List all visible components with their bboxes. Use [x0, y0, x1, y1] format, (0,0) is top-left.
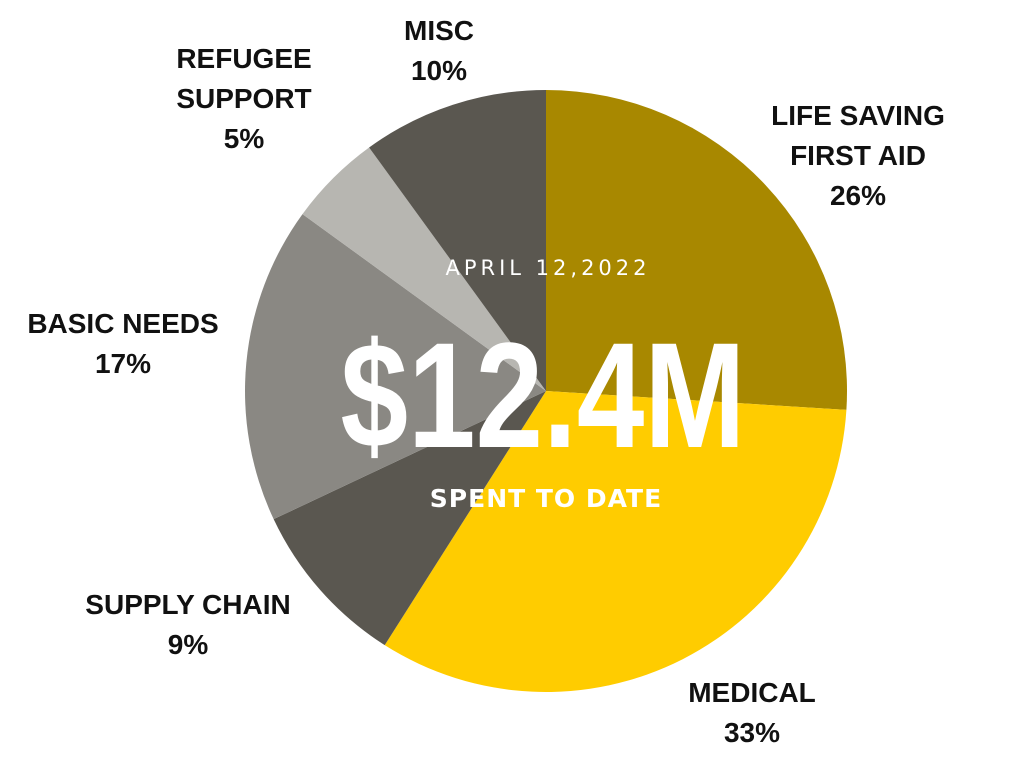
pie-slices	[245, 90, 848, 692]
slice-medical	[384, 391, 847, 692]
label-medical: MEDICAL 33%	[688, 677, 816, 748]
center-amount: $12.4M	[341, 311, 746, 479]
label-supply-chain: SUPPLY CHAIN 9%	[85, 589, 290, 660]
label-misc: MISC 10%	[404, 15, 474, 86]
label-refugee-support: REFUGEE SUPPORT 5%	[176, 43, 311, 154]
label-life-saving-first-aid: LIFE SAVING FIRST AID 26%	[771, 100, 945, 211]
slice-supply-chain	[273, 391, 546, 646]
slice-misc	[369, 90, 546, 391]
center-date: APRIL 12,2022	[445, 256, 650, 280]
slice-refugee-support	[302, 147, 546, 391]
slice-labels: LIFE SAVING FIRST AID 26% MEDICAL 33% SUPPLY …	[27, 15, 945, 748]
label-basic-needs: BASIC NEEDS 17%	[27, 308, 218, 379]
slice-life-saving-first-aid	[546, 90, 848, 410]
slice-basic-needs	[245, 214, 546, 520]
center-caption: SPENT TO DATE	[430, 484, 662, 513]
